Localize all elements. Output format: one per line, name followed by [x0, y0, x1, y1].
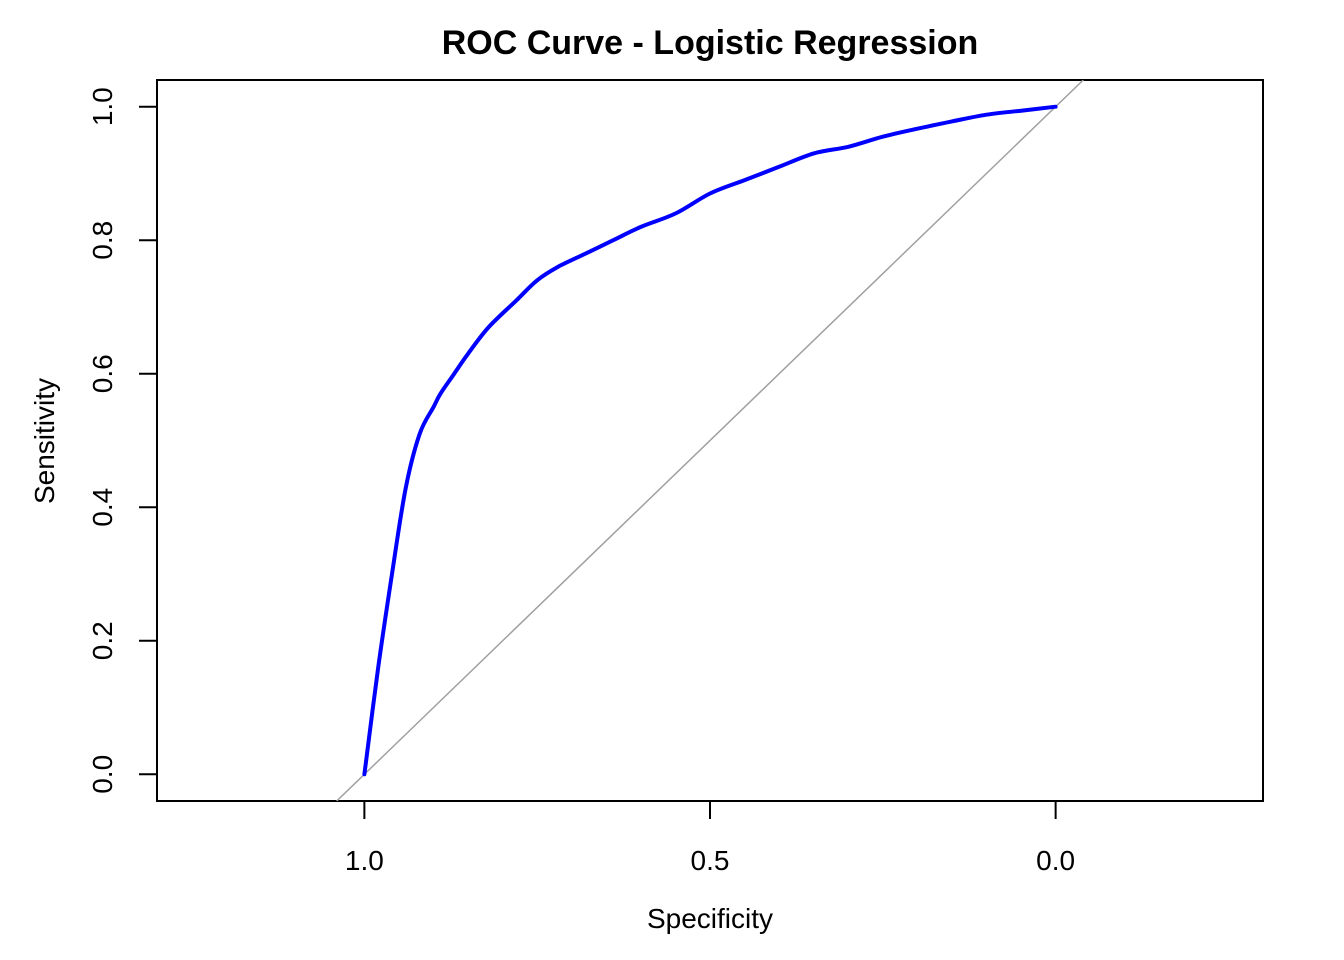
x-axis: 1.0 0.5 0.0 [345, 800, 1075, 876]
y-tick-label: 0.8 [87, 221, 118, 260]
y-tick-label: 1.0 [87, 87, 118, 126]
chart-title: ROC Curve - Logistic Regression [442, 24, 979, 62]
y-axis-label: Sensitivity [29, 378, 60, 504]
y-tick-label: 0.6 [87, 354, 118, 393]
y-tick-label: 0.0 [87, 755, 118, 794]
x-axis-label: Specificity [647, 903, 773, 934]
x-tick-label: 0.5 [691, 845, 730, 876]
y-axis: 0.0 0.2 0.4 0.6 0.8 1.0 [87, 87, 158, 794]
y-tick-label: 0.2 [87, 621, 118, 660]
x-tick-label: 1.0 [345, 845, 384, 876]
x-tick-label: 0.0 [1036, 845, 1075, 876]
reference-diagonal-line [336, 80, 1084, 801]
y-tick-label: 0.4 [87, 488, 118, 527]
roc-curve-line [362, 104, 1058, 777]
